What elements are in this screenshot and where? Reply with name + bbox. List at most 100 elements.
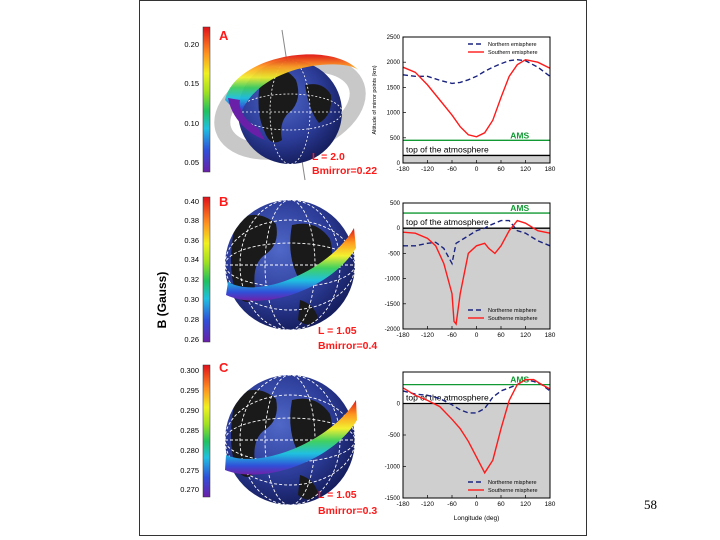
chart-b-y-tick-label: 500: [390, 201, 401, 207]
colorbar-c-tick: 0.290: [180, 406, 199, 415]
colorbar-a-tick: 0.20: [184, 40, 199, 49]
chart-b-legend-label: Northerne misphere: [488, 308, 537, 314]
colorbar-c-tick: 0.270: [180, 485, 199, 494]
chart-c-x-tick-label: 120: [520, 501, 531, 508]
chart-b: top of the atmosphere AMS -180 -120 -60 0 60 12…: [385, 201, 556, 339]
chart-b-legend-label: Southerne misphere: [488, 316, 538, 322]
panel-label-b: B: [219, 194, 228, 209]
panel-b: 0.40 0.38 0.36 0.34 0.32 0.30 0.28 0.26 …: [184, 194, 555, 352]
drift-shell-illustration-c: [225, 375, 357, 505]
colorbar-b-tick: 0.26: [184, 335, 199, 344]
chart-a-y-tick-label: 0: [397, 161, 401, 167]
chart-b-x-tick-label: -180: [396, 332, 409, 339]
chart-b-series-southern: [402, 219, 551, 326]
chart-b-x-tick-label: -60: [447, 332, 457, 339]
chart-b-x-tick-label: -120: [421, 332, 434, 339]
colorbar-c-tick: 0.300: [180, 366, 199, 375]
chart-b-y-tick-label: -2000: [385, 327, 401, 333]
chart-c-x-tick-label: 0: [475, 501, 479, 508]
chart-a-plot-area: [403, 37, 550, 163]
chart-a-atmosphere-region: [403, 155, 550, 163]
chart-c-y-tick-label: -1000: [385, 465, 401, 471]
colorbar-a-ticks: 0.20 0.15 0.10 0.05: [184, 40, 199, 167]
chart-a-x-tick-label: -180: [396, 166, 409, 173]
chart-a-series-southern: [402, 58, 551, 138]
chart-c-series-southern: [402, 378, 551, 475]
panel-label-c: C: [219, 360, 229, 375]
colorbar-axis-label: B (Gauss): [155, 272, 169, 329]
chart-a-y-tick-label: 2500: [387, 35, 401, 41]
annotation-bmirror-c: Bmirror=0.3: [318, 505, 377, 517]
colorbar-b-ticks: 0.40 0.38 0.36 0.34 0.32 0.30 0.28 0.26: [184, 197, 199, 344]
chart-c-y-tick-label: 0: [397, 402, 401, 408]
chart-c-series-northern: [402, 378, 551, 414]
annotation-l-c: L = 1.05: [318, 489, 357, 501]
chart-a-x-tick-label: -60: [447, 166, 457, 173]
chart-a-y-axis-label: Altitude of mirror points (km): [372, 65, 378, 134]
chart-b-y-tick-label: -1000: [385, 277, 401, 283]
chart-c-x-tick-label: 180: [545, 501, 556, 508]
colorbar-b-tick: 0.34: [184, 255, 199, 264]
chart-c: top of the atmosphere AMS -180 -120 -60 0 60 12…: [385, 371, 556, 522]
colorbar-c-ticks: 0.300 0.295 0.290 0.285 0.280 0.275 0.27…: [180, 366, 199, 494]
drift-shell-illustration-b: [225, 200, 356, 330]
panel-c: 0.300 0.295 0.290 0.285 0.280 0.275 0.27…: [180, 360, 556, 522]
chart-a-y-tick-label: 2000: [387, 60, 401, 66]
chart-a: top of the atmosphere AMS -180 -120 -60 0 60 12…: [372, 35, 556, 173]
chart-a-y-tick-label: 1500: [387, 85, 401, 91]
chart-a-y-tick-label: 1000: [387, 111, 401, 117]
annotation-l-b: L = 1.05: [318, 325, 357, 337]
chart-b-x-tick-label: 180: [545, 332, 556, 339]
chart-b-atmosphere-label: top of the atmosphere: [406, 217, 489, 227]
chart-c-ams-label: AMS: [510, 375, 529, 385]
colorbar-b-tick: 0.38: [184, 216, 199, 225]
chart-a-x-tick-label: 0: [475, 166, 479, 173]
colorbar-c-tick: 0.285: [180, 426, 199, 435]
chart-a-y-tick-label: 500: [390, 136, 401, 142]
chart-a-ams-label: AMS: [510, 130, 529, 140]
chart-b-x-tick-label: 120: [520, 332, 531, 339]
chart-a-x-tick-label: 60: [497, 166, 505, 173]
chart-a-atmosphere-label: top of the atmosphere: [406, 144, 489, 154]
colorbar-b-tick: 0.30: [184, 295, 199, 304]
annotation-l-a: L = 2.0: [312, 151, 345, 163]
page-number: 58: [644, 497, 657, 512]
colorbar-a-tick: 0.05: [184, 158, 199, 167]
chart-b-x-tick-label: 60: [497, 332, 505, 339]
colorbar-c-tick: 0.280: [180, 446, 199, 455]
chart-c-y-tick-label: -1500: [385, 496, 401, 502]
colorbar-c-tick: 0.295: [180, 386, 199, 395]
chart-a-legend-label: Southern emisphere: [488, 50, 538, 56]
chart-a-x-tick-label: -120: [421, 166, 434, 173]
chart-c-y-tick-label: -500: [388, 433, 401, 439]
chart-b-series-northern: [403, 219, 551, 266]
chart-a-series-northern: [402, 58, 551, 85]
annotation-bmirror-a: Bmirror=0.22: [312, 165, 377, 177]
chart-b-y-tick-label: -1500: [385, 302, 401, 308]
chart-b-y-tick-label: -500: [388, 251, 401, 257]
colorbar-b-tick: 0.40: [184, 197, 199, 206]
colorbar-c-tick: 0.275: [180, 466, 199, 475]
chart-b-x-tick-label: 0: [475, 332, 479, 339]
chart-c-atmosphere-label: top of the atmosphere: [406, 393, 489, 403]
chart-c-legend-label: Northerne misphere: [488, 480, 537, 486]
chart-c-legend-label: Southerne misphere: [488, 488, 538, 494]
colorbar-b: [202, 196, 211, 343]
colorbar-c: [202, 364, 211, 498]
annotation-bmirror-b: Bmirror=0.4: [318, 340, 377, 352]
chart-b-y-tick-label: 0: [397, 226, 401, 232]
colorbar-a-tick: 0.10: [184, 119, 199, 128]
colorbar-b-tick: 0.36: [184, 236, 199, 245]
chart-c-x-axis-label: Longitude (deg): [454, 515, 500, 522]
chart-c-x-tick-label: -180: [396, 501, 409, 508]
colorbar-b-tick: 0.32: [184, 275, 199, 284]
colorbar-a: [202, 26, 211, 173]
chart-c-x-tick-label: 60: [497, 501, 505, 508]
panel-label-a: A: [219, 28, 229, 43]
chart-a-legend-label: Northern emisphere: [488, 42, 537, 48]
chart-b-atmosphere-region: [403, 228, 550, 329]
chart-b-ams-label: AMS: [510, 203, 529, 213]
chart-a-x-tick-label: 180: [545, 166, 556, 173]
chart-c-x-tick-label: -120: [421, 501, 434, 508]
